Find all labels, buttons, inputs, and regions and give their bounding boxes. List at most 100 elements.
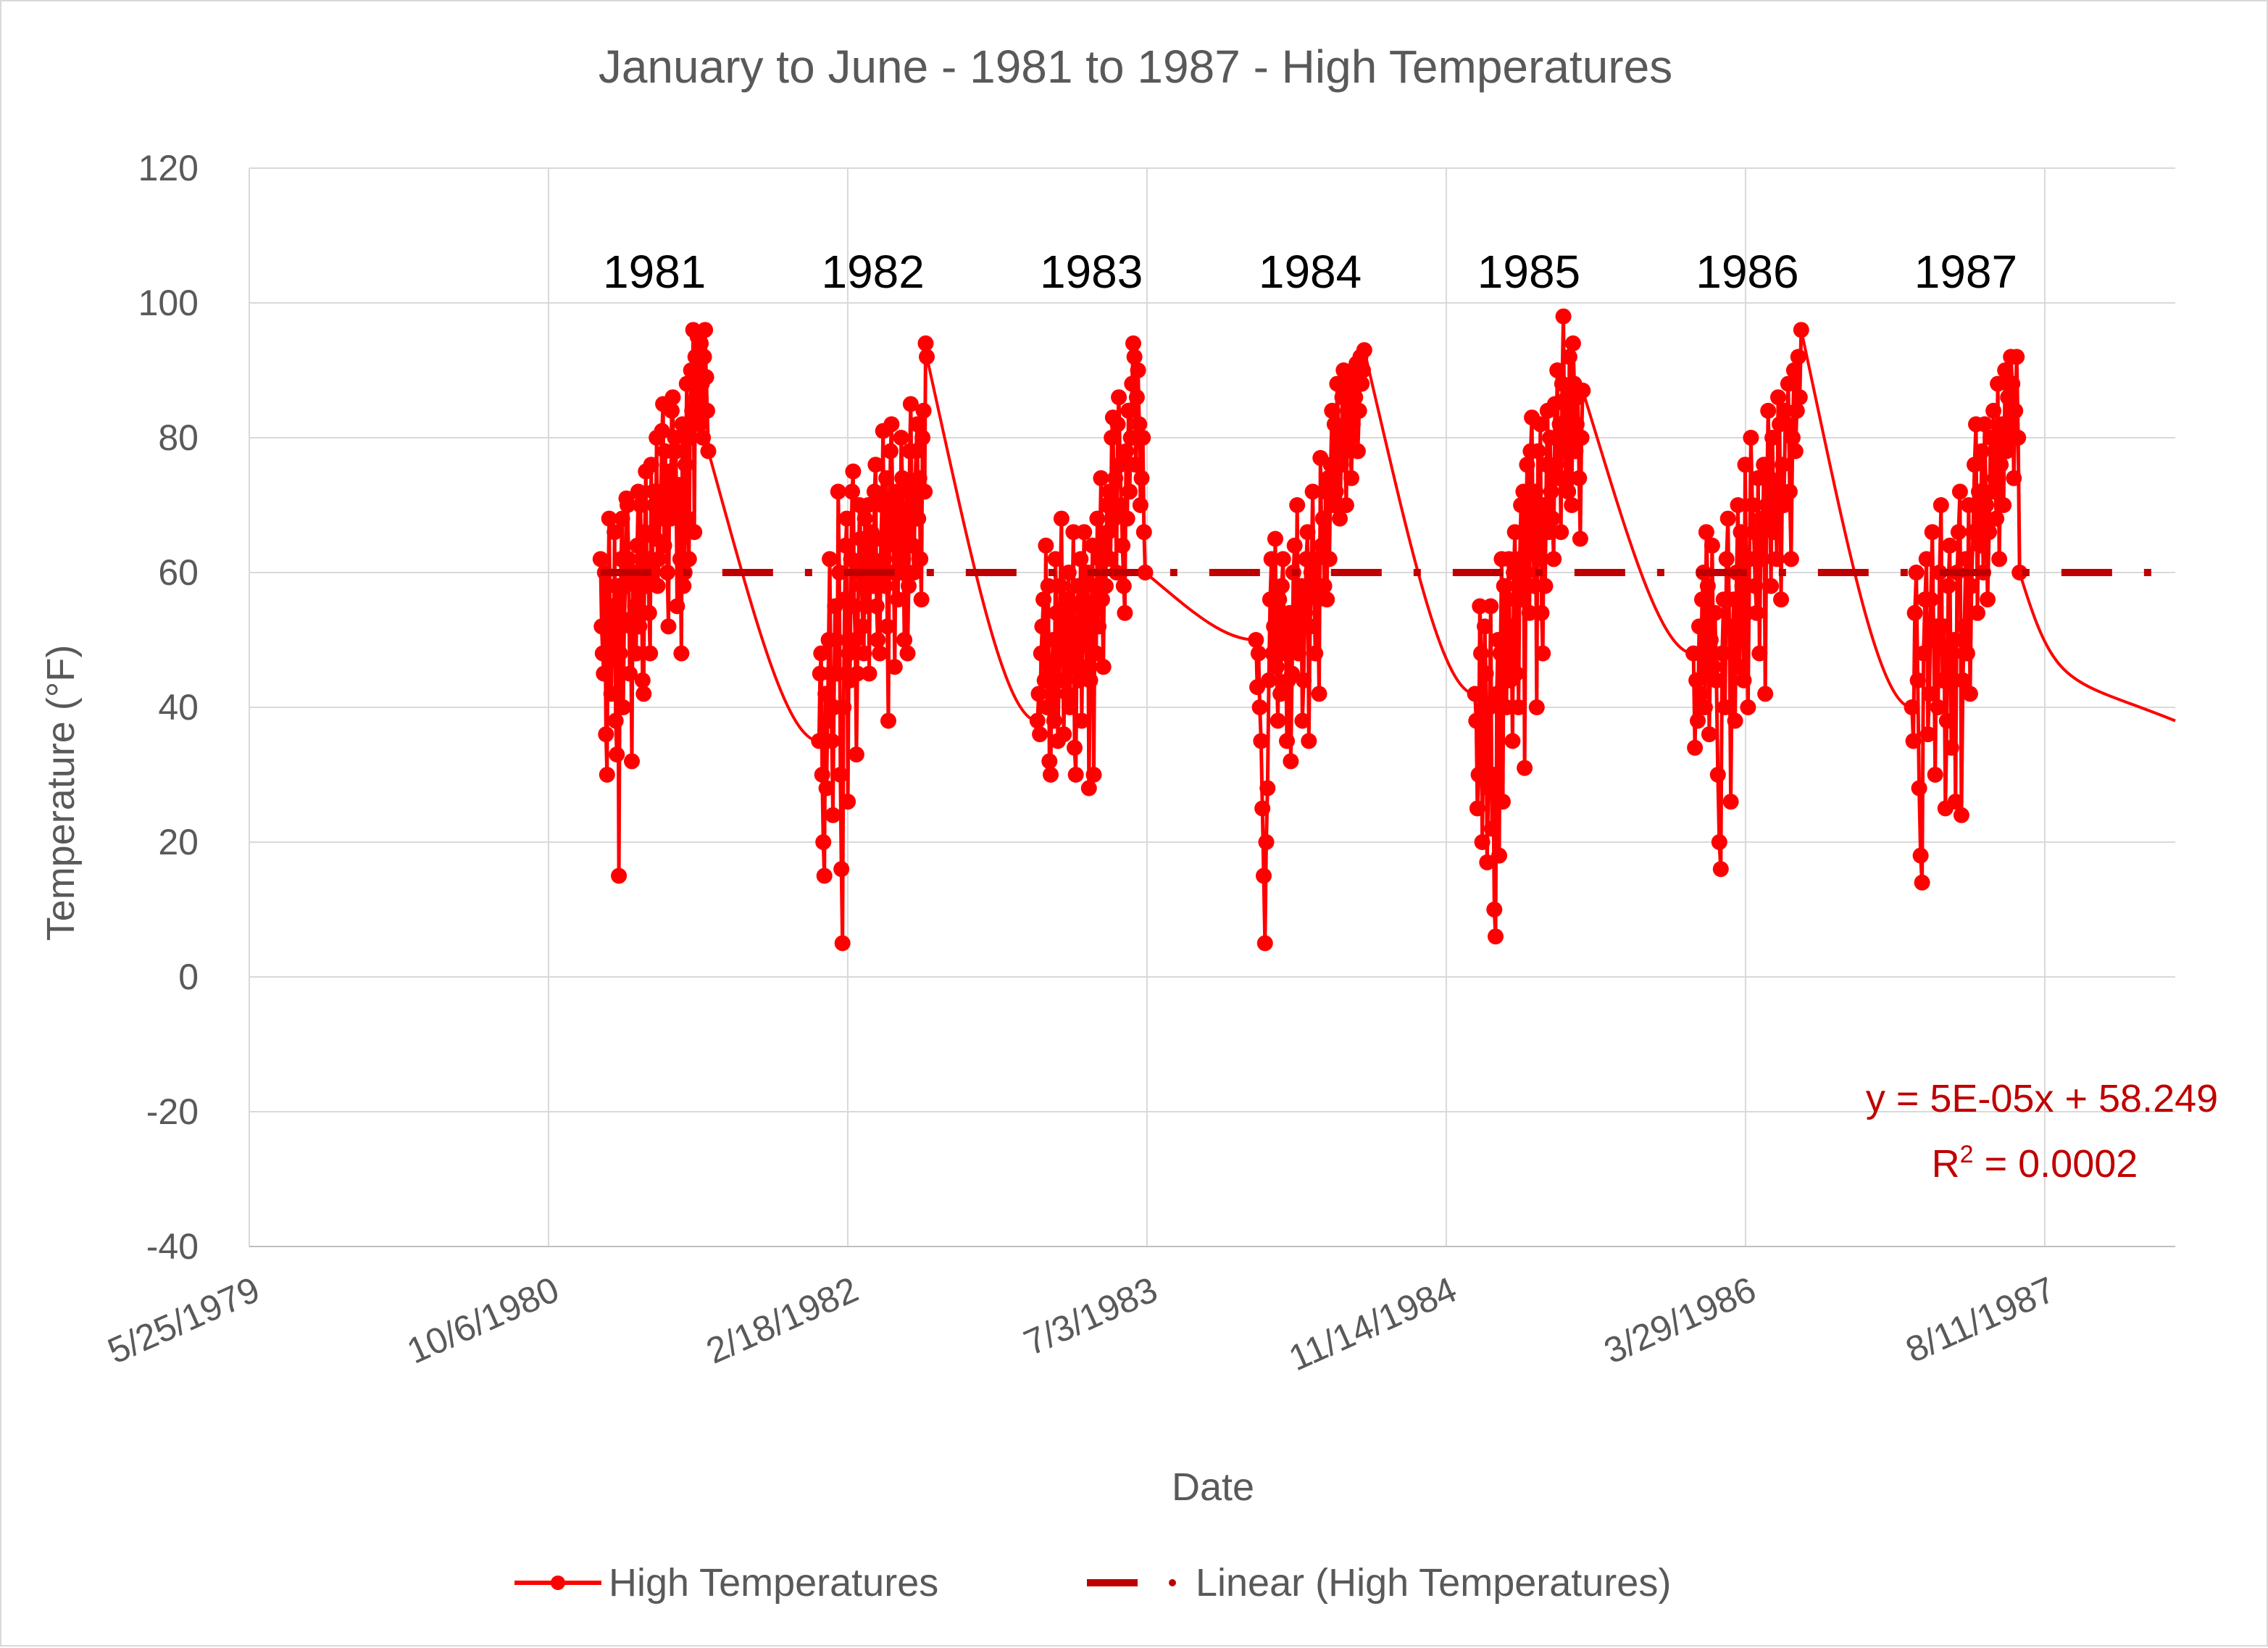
data-point	[1271, 591, 1288, 608]
data-point	[909, 416, 925, 433]
data-point	[1705, 659, 1722, 675]
data-point	[1088, 645, 1104, 662]
data-point	[1911, 780, 1927, 796]
legend-item-high-temperatures[interactable]: High Temperatures	[514, 1561, 938, 1605]
data-point	[1918, 551, 1935, 567]
data-point	[697, 322, 714, 338]
data-point	[1289, 497, 1306, 513]
data-point	[1029, 712, 1046, 729]
data-point	[1781, 483, 1798, 500]
data-point	[1767, 483, 1784, 500]
data-point	[1073, 712, 1090, 729]
data-point	[1519, 457, 1535, 473]
data-point	[1137, 565, 1154, 580]
data-point	[1994, 416, 2011, 433]
legend-item-linear-trend[interactable]: Linear (High Temperatures)	[1087, 1561, 1671, 1605]
data-point	[688, 389, 705, 406]
data-point	[1956, 618, 1972, 635]
data-point	[667, 443, 684, 459]
data-point	[1052, 578, 1069, 594]
data-point	[592, 551, 609, 567]
data-point	[1981, 524, 1998, 541]
data-point	[1766, 524, 1783, 541]
data-point	[1069, 632, 1085, 648]
data-point	[1115, 578, 1132, 594]
data-point	[1531, 551, 1548, 567]
data-point	[1573, 430, 1590, 446]
data-point	[1276, 645, 1293, 662]
data-point	[849, 665, 866, 682]
data-point	[1125, 335, 1141, 351]
data-point	[695, 430, 712, 446]
data-point	[1131, 416, 1148, 433]
data-point	[634, 672, 651, 688]
data-point	[1332, 510, 1348, 527]
data-point	[1354, 375, 1370, 392]
data-point	[1256, 867, 1272, 884]
x-tick-label: 5/25/1979	[101, 1269, 265, 1372]
data-point	[1477, 665, 1494, 682]
data-point	[1033, 645, 1049, 662]
data-point	[917, 483, 933, 500]
data-point	[854, 618, 871, 635]
data-point	[1780, 375, 1796, 392]
data-point	[1938, 712, 1955, 729]
data-point	[656, 537, 672, 554]
data-point	[1793, 322, 1809, 338]
y-tick-label: 100	[138, 283, 199, 323]
data-point	[691, 416, 708, 433]
data-point	[603, 686, 620, 702]
data-point	[1980, 591, 1996, 608]
data-point	[632, 497, 649, 513]
data-point	[1972, 537, 1988, 554]
data-point	[1541, 524, 1557, 541]
data-point	[1481, 699, 1498, 715]
data-point	[1122, 483, 1138, 500]
data-point	[671, 477, 688, 494]
data-point	[1991, 551, 2008, 567]
data-point	[883, 416, 900, 433]
y-axis-title: Temperature (°F)	[39, 645, 83, 941]
data-point	[883, 443, 899, 459]
data-point	[1971, 483, 1987, 500]
data-point	[1114, 537, 1131, 554]
data-point	[1314, 537, 1330, 554]
data-point	[680, 551, 697, 567]
series-connector-1982	[925, 356, 1038, 723]
data-point	[1504, 733, 1521, 749]
data-point	[1560, 483, 1577, 500]
data-point	[612, 645, 628, 662]
series-season-1981	[592, 322, 717, 884]
data-point	[1930, 699, 1946, 715]
data-point	[651, 551, 667, 567]
data-point	[601, 510, 617, 527]
data-point	[1785, 362, 1802, 378]
data-point	[1769, 551, 1785, 567]
data-point	[1109, 416, 1126, 433]
x-axis-title: Date	[1172, 1465, 1254, 1509]
data-point	[914, 430, 931, 446]
data-point	[1527, 483, 1544, 500]
data-point	[1051, 672, 1067, 688]
data-point	[1248, 632, 1264, 648]
data-point	[1908, 565, 1925, 580]
data-point	[1974, 443, 1990, 459]
data-point	[1963, 578, 1980, 594]
data-point	[1296, 672, 1312, 688]
data-point	[1321, 551, 1338, 567]
data-point	[879, 618, 896, 635]
x-tick-label: 7/3/1983	[1018, 1269, 1164, 1363]
data-point	[895, 551, 912, 567]
data-point	[1517, 565, 1534, 580]
data-point	[1564, 497, 1580, 513]
data-point	[1098, 578, 1114, 594]
data-point	[892, 565, 909, 580]
data-point	[1301, 733, 1317, 749]
data-point	[682, 430, 699, 446]
data-point	[624, 753, 640, 770]
data-point	[2000, 389, 2017, 406]
data-point	[2010, 430, 2027, 446]
series-layer	[592, 308, 2176, 952]
y-tick-label: 0	[178, 957, 199, 997]
data-point	[1699, 578, 1716, 594]
